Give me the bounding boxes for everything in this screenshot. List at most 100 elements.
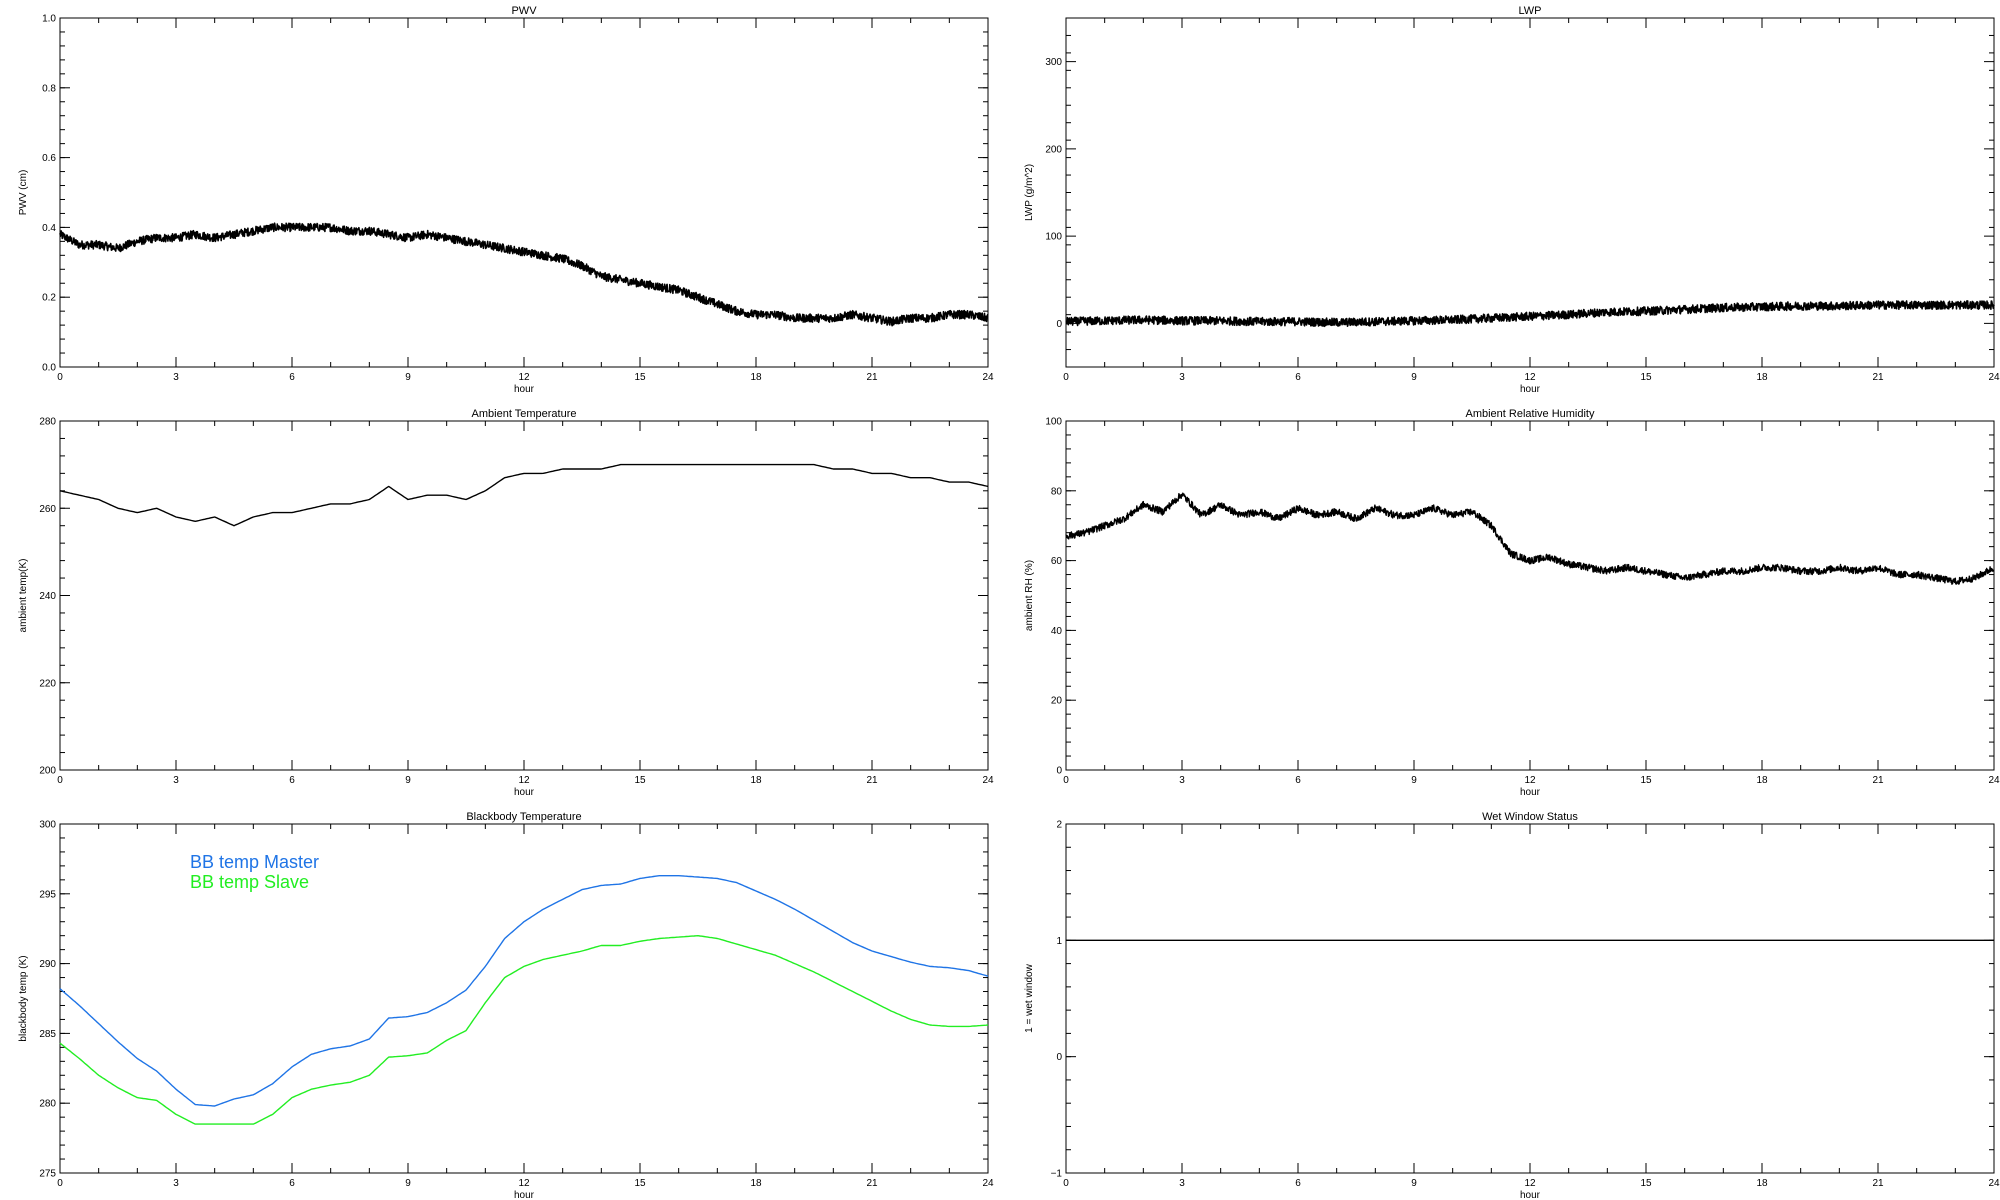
x-tick-label: 0	[1063, 1178, 1069, 1189]
plot-frame	[59, 420, 989, 771]
x-tick-label: 6	[1295, 1178, 1301, 1189]
plot-frame	[1065, 823, 1995, 1174]
y-tick-label: 1.0	[42, 14, 56, 25]
x-tick-label: 9	[405, 775, 411, 786]
y-tick-label: 100	[1045, 417, 1062, 428]
x-tick-label: 0	[57, 372, 63, 383]
x-tick-label: 3	[173, 1178, 179, 1189]
y-tick-label: 0.8	[42, 83, 56, 94]
series-line	[1065, 492, 1995, 585]
x-tick-label: 15	[634, 372, 646, 383]
x-tick-label: 12	[1524, 1178, 1536, 1189]
y-tick-label: 280	[39, 417, 56, 428]
chart-title: Blackbody Temperature	[466, 811, 581, 823]
x-tick-label: 24	[982, 775, 994, 786]
x-tick-label: 18	[1756, 1178, 1768, 1189]
y-tick-label: 80	[1051, 486, 1063, 497]
y-tick-label: 200	[1045, 144, 1062, 155]
x-tick-label: 3	[1179, 1178, 1185, 1189]
x-tick-label: 12	[518, 775, 530, 786]
y-tick-label: 20	[1051, 696, 1063, 707]
x-tick-label: 6	[289, 1178, 295, 1189]
x-axis-label: hour	[514, 1190, 535, 1200]
legend-entry: BB temp Slave	[190, 872, 309, 892]
x-tick-label: 21	[1872, 1178, 1884, 1189]
chart-title: Ambient Relative Humidity	[1466, 408, 1595, 420]
legend-entry: BB temp Master	[190, 852, 319, 872]
y-tick-label: 60	[1051, 556, 1063, 567]
x-tick-label: 24	[1988, 775, 2000, 786]
x-tick-label: 18	[1756, 775, 1768, 786]
x-tick-label: 3	[1179, 372, 1185, 383]
x-tick-label: 6	[289, 775, 295, 786]
chart-title: Ambient Temperature	[472, 408, 577, 420]
y-tick-label: 300	[1045, 57, 1062, 68]
x-tick-label: 18	[750, 372, 762, 383]
x-tick-label: 3	[173, 775, 179, 786]
x-tick-label: 18	[1756, 372, 1768, 383]
y-axis-label: 1 = wet window	[1024, 963, 1035, 1032]
x-tick-label: 0	[1063, 372, 1069, 383]
y-tick-label: 260	[39, 504, 56, 515]
y-tick-label: 0.0	[42, 363, 56, 374]
plot-frame	[59, 17, 989, 368]
x-tick-label: 6	[289, 372, 295, 383]
x-tick-label: 15	[1640, 775, 1652, 786]
y-tick-label: 0.4	[42, 223, 56, 234]
chart-title: LWP	[1518, 5, 1541, 17]
series-line	[59, 222, 989, 327]
x-tick-label: 9	[1411, 775, 1417, 786]
x-tick-label: 21	[866, 775, 878, 786]
y-axis-label: PWV (cm)	[18, 170, 29, 216]
x-tick-label: 12	[518, 1178, 530, 1189]
x-axis-label: hour	[1520, 787, 1541, 798]
y-tick-label: 1	[1056, 936, 1062, 947]
y-tick-label: 295	[39, 889, 56, 900]
x-tick-label: 21	[1872, 372, 1884, 383]
y-tick-label: 40	[1051, 626, 1063, 637]
x-tick-label: 15	[1640, 372, 1652, 383]
chart-title: PWV	[511, 5, 537, 17]
x-tick-label: 12	[1524, 775, 1536, 786]
y-tick-label: 0.6	[42, 153, 56, 164]
x-tick-label: 21	[1872, 775, 1884, 786]
x-tick-label: 6	[1295, 372, 1301, 383]
x-axis-label: hour	[1520, 1190, 1541, 1200]
y-tick-label: 300	[39, 820, 56, 831]
x-tick-label: 12	[1524, 372, 1536, 383]
x-axis-label: hour	[1520, 384, 1541, 395]
y-tick-label: 275	[39, 1169, 56, 1180]
y-axis-label: LWP (g/m^2)	[1024, 164, 1035, 221]
chart-title: Wet Window Status	[1482, 811, 1578, 823]
y-tick-label: 100	[1045, 232, 1062, 243]
x-tick-label: 9	[405, 372, 411, 383]
x-tick-label: 24	[1988, 372, 2000, 383]
y-tick-label: 290	[39, 959, 56, 970]
y-axis-label: ambient RH (%)	[1024, 560, 1035, 631]
x-axis-label: hour	[514, 787, 535, 798]
x-axis-label: hour	[514, 384, 535, 395]
y-tick-label: 220	[39, 678, 56, 689]
x-tick-label: 18	[750, 1178, 762, 1189]
x-tick-label: 3	[173, 372, 179, 383]
x-tick-label: 21	[866, 372, 878, 383]
x-tick-label: 18	[750, 775, 762, 786]
y-axis-label: blackbody temp (K)	[18, 955, 29, 1041]
x-tick-label: 0	[57, 775, 63, 786]
x-tick-label: 21	[866, 1178, 878, 1189]
y-tick-label: 280	[39, 1099, 56, 1110]
series-line	[1065, 300, 1995, 328]
y-tick-label: 0	[1056, 1052, 1062, 1063]
y-tick-label: 240	[39, 591, 56, 602]
series-line	[59, 935, 989, 1125]
series-line	[59, 875, 989, 1107]
y-tick-label: 200	[39, 766, 56, 777]
y-tick-label: 2	[1056, 820, 1062, 831]
y-tick-label: 0.2	[42, 293, 56, 304]
y-tick-label: 0	[1056, 319, 1062, 330]
x-tick-label: 12	[518, 372, 530, 383]
plot-frame	[1065, 17, 1995, 368]
x-tick-label: 15	[1640, 1178, 1652, 1189]
x-tick-label: 0	[57, 1178, 63, 1189]
